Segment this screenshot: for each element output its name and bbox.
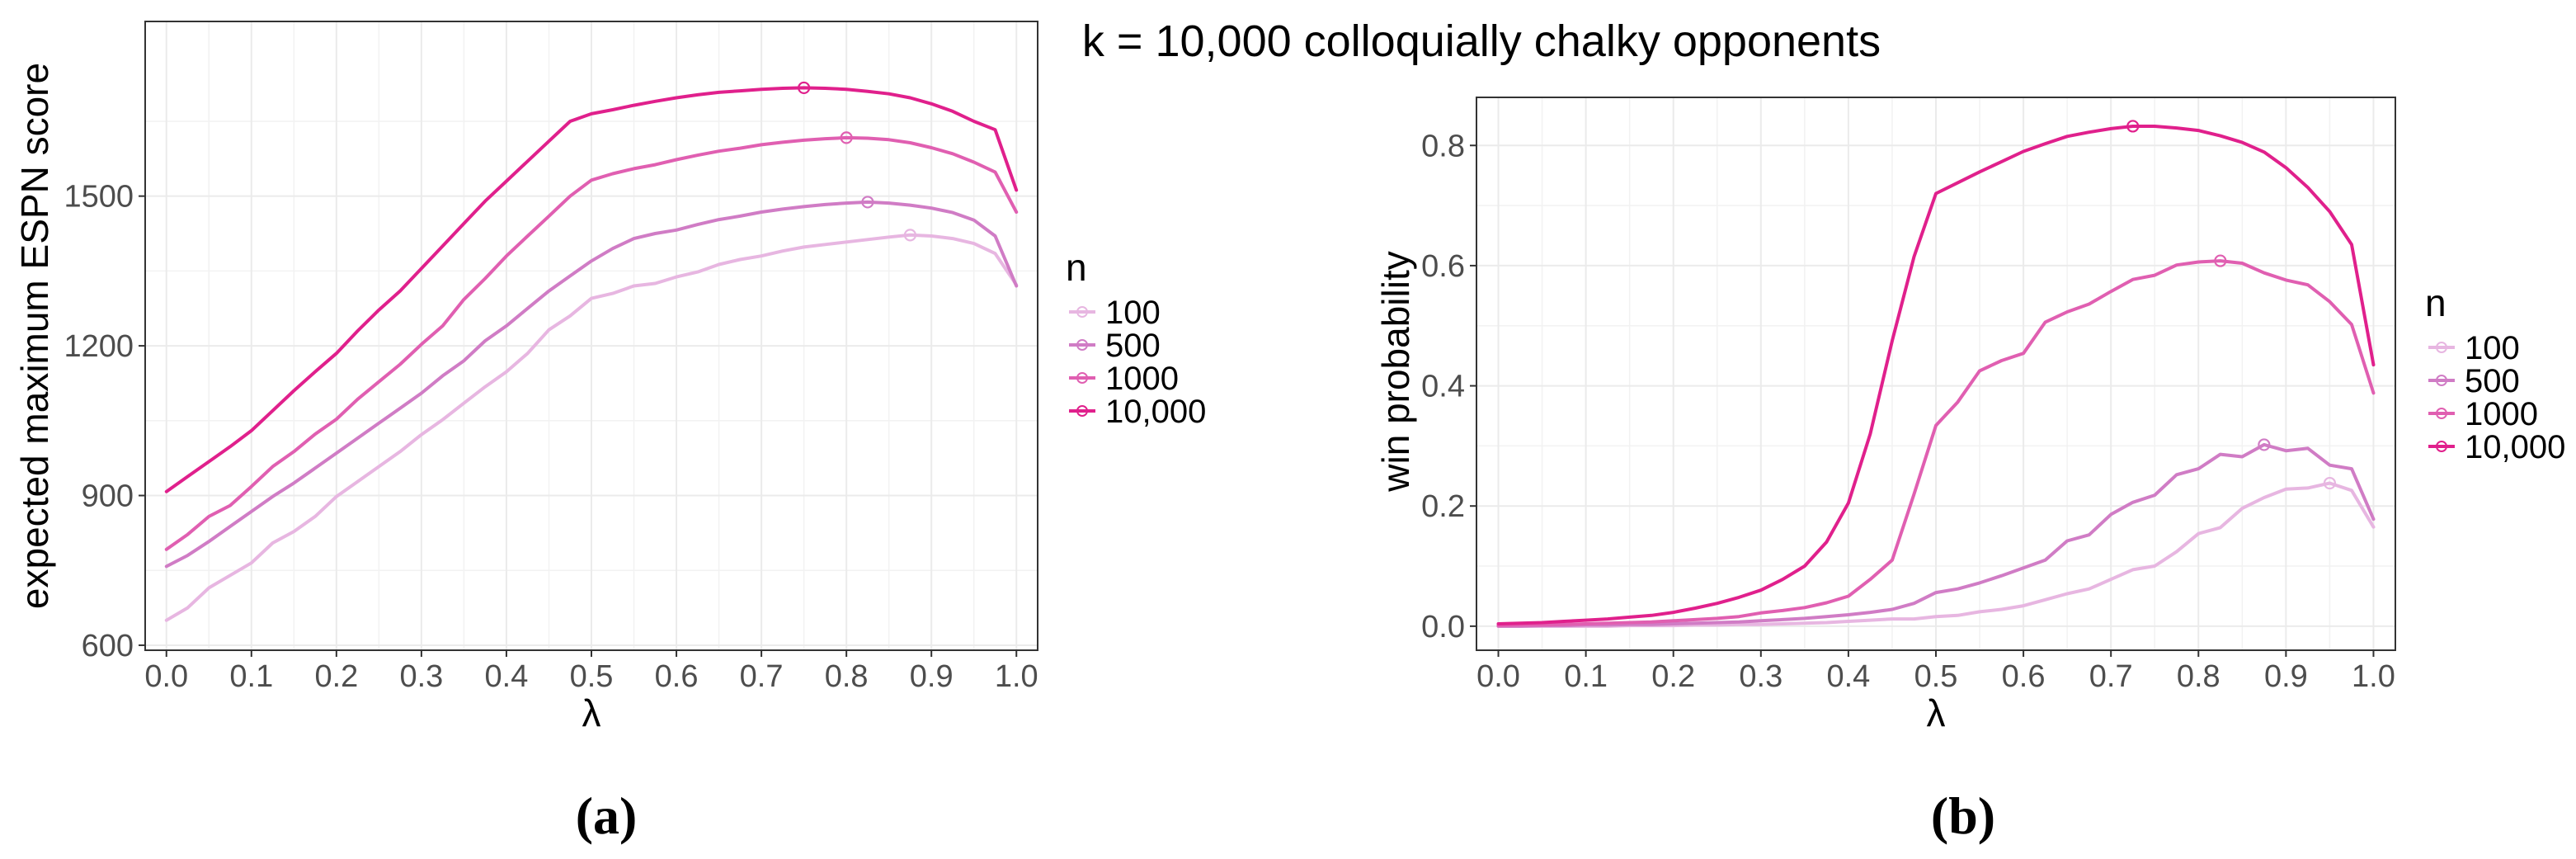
panel-b-y-axis-label: win probability <box>1374 251 1417 492</box>
legend-key-marker <box>1076 372 1088 384</box>
legend-key-marker <box>2436 375 2447 386</box>
x-tick-label: 0.1 <box>1564 659 1608 694</box>
y-tick-label: 600 <box>82 629 134 663</box>
panel-b-gridlines <box>1476 97 2395 650</box>
legend-key-marker <box>2436 441 2447 452</box>
y-tick-label: 1500 <box>64 180 134 215</box>
panel-b-legend-title: n <box>2425 281 2446 324</box>
legend-label-n100: 100 <box>1105 295 1161 331</box>
legend-key-marker <box>1076 405 1088 417</box>
x-tick-label: 0.6 <box>655 659 699 694</box>
max-point-marker-n1000 <box>840 131 853 144</box>
y-tick-label: 0.4 <box>1421 370 1465 404</box>
panel-b: k = 10,000 colloquially chalky opponents… <box>1082 17 2565 845</box>
x-tick-label: 0.6 <box>2002 659 2046 694</box>
y-tick-label: 0.6 <box>1421 249 1465 284</box>
x-tick-label: 0.3 <box>1739 659 1782 694</box>
x-tick-label: 0.0 <box>1476 659 1520 694</box>
legend-key-marker <box>2436 342 2447 353</box>
panel-b-caption: (b) <box>1931 786 1995 845</box>
legend-key-marker <box>1076 339 1088 351</box>
max-point-marker-n10000 <box>798 81 811 95</box>
x-tick-label: 0.5 <box>570 659 614 694</box>
legend-label-n1000: 1000 <box>2465 396 2538 432</box>
max-point-marker-n500 <box>2258 438 2271 451</box>
x-tick-label: 0.4 <box>1826 659 1870 694</box>
series-line-n500 <box>164 200 1019 569</box>
panel-a-series <box>164 81 1019 622</box>
panel-b-x-axis-label: λ <box>1927 691 1946 734</box>
x-tick-label: 0.1 <box>229 659 273 694</box>
panel-a-y-axis-label: expected maximum ESPN score <box>13 63 56 609</box>
x-tick-label: 0.7 <box>2089 659 2133 694</box>
series-line-n1000 <box>164 135 1019 551</box>
y-tick-label: 900 <box>82 479 134 514</box>
legend-key-marker <box>2436 408 2447 419</box>
max-point-marker-n500 <box>861 196 874 209</box>
series-line-n100 <box>164 233 1019 622</box>
series-line-n10000 <box>1496 125 2376 625</box>
panel-a-caption: (a) <box>576 786 638 845</box>
series-line-n500 <box>1496 442 2376 628</box>
y-tick-label: 1200 <box>64 329 134 364</box>
series-line-n1000 <box>1496 259 2376 628</box>
y-tick-label: 0.2 <box>1421 489 1465 524</box>
max-point-marker-n10000 <box>2126 120 2140 133</box>
legend-label-n1000: 1000 <box>1105 361 1179 397</box>
panel-a-axis-ticks: 0.0 0.1 0.2 0.3 0.4 0.5 0.6 0.7 0.8 0.9 1.0 600 900 1… <box>64 180 1038 694</box>
legend-label-n10000: 10,000 <box>2465 429 2565 465</box>
x-tick-label: 0.2 <box>1651 659 1695 694</box>
legend-label-n500: 500 <box>1105 328 1161 364</box>
x-tick-label: 0.4 <box>485 659 529 694</box>
panel-b-axis-ticks: 0.0 0.1 0.2 0.3 0.4 0.5 0.6 0.7 0.8 0.9 1.0 0.0 0.2 0… <box>1421 129 2395 694</box>
panel-b-title: k = 10,000 colloquially chalky opponents <box>1082 17 1881 66</box>
panel-b-series <box>1496 120 2376 628</box>
max-point-marker-n1000 <box>2214 254 2227 267</box>
panel-a-legend-title: n <box>1066 246 1087 289</box>
x-tick-label: 0.9 <box>910 659 954 694</box>
y-tick-label: 0.8 <box>1421 129 1465 163</box>
max-point-marker-n100 <box>903 229 917 242</box>
x-tick-label: 0.8 <box>2177 659 2220 694</box>
x-tick-label: 0.3 <box>399 659 443 694</box>
max-point-marker-n100 <box>2323 476 2337 490</box>
x-tick-label: 0.2 <box>314 659 358 694</box>
x-tick-label: 1.0 <box>995 659 1038 694</box>
legend-label-n100: 100 <box>2465 330 2520 366</box>
x-tick-label: 1.0 <box>2352 659 2395 694</box>
x-tick-label: 0.0 <box>144 659 188 694</box>
x-tick-label: 0.8 <box>825 659 869 694</box>
legend-label-n10000: 10,000 <box>1105 394 1206 430</box>
panel-a-x-axis-label: λ <box>582 691 601 734</box>
legend-label-n500: 500 <box>2465 363 2520 399</box>
x-tick-label: 0.5 <box>1914 659 1958 694</box>
y-tick-label: 0.0 <box>1421 610 1465 644</box>
series-line-n10000 <box>164 86 1019 493</box>
x-tick-label: 0.7 <box>740 659 784 694</box>
panel-a-gridlines <box>145 21 1038 650</box>
legend-key-marker <box>1076 306 1088 318</box>
x-tick-label: 0.9 <box>2264 659 2308 694</box>
